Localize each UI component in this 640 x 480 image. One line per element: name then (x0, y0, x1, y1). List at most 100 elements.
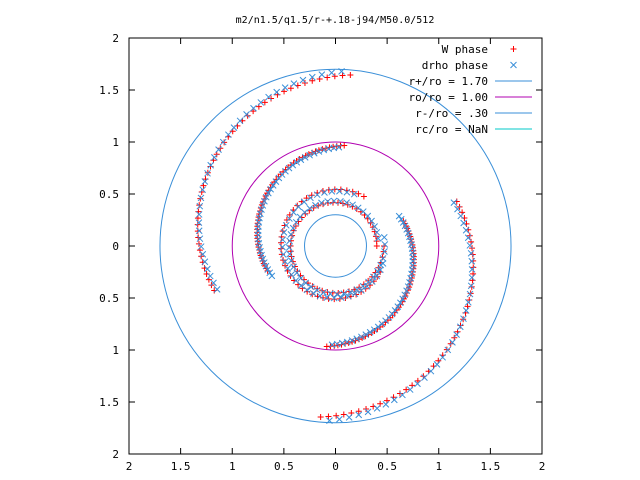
series-1-point (264, 189, 272, 197)
series-1-point (328, 188, 336, 195)
series-0-point (317, 413, 324, 420)
series-1-point (326, 417, 333, 424)
series-1-point (439, 353, 446, 361)
series-1-point (370, 326, 378, 334)
series-1-point (250, 104, 257, 112)
series-1-point (236, 117, 244, 125)
series-1-point (399, 219, 407, 226)
series-0-point (347, 72, 354, 79)
series-0-point (355, 408, 362, 415)
series-1-point (243, 110, 250, 118)
series-0-point (331, 186, 338, 193)
series-1-point (381, 241, 389, 248)
series-1-point (261, 197, 268, 205)
series-1-point (290, 263, 297, 271)
series-1-point (464, 298, 472, 306)
circle-0 (159, 68, 512, 424)
y-tick-label: 1 (112, 136, 119, 149)
series-1-point (454, 205, 461, 213)
series-1-point (460, 315, 467, 323)
series-1-point (195, 227, 203, 235)
series-1-point (408, 241, 415, 249)
series-1-point (338, 68, 345, 75)
series-1-point (204, 265, 211, 273)
series-1-point (468, 266, 476, 273)
series-0-point (310, 204, 317, 211)
y-tick-label: 0.5 (99, 188, 119, 201)
series-0-point (264, 190, 271, 197)
series-1-point (453, 331, 460, 338)
series-1-point (466, 242, 474, 249)
series-1-point (324, 198, 332, 205)
series-1-point (290, 80, 298, 87)
series-1-point (460, 219, 467, 227)
series-1-point (399, 295, 407, 303)
series-1-point (207, 161, 215, 169)
series-1-point (286, 237, 293, 245)
series-1-point (406, 386, 414, 393)
series-1-point (307, 283, 315, 291)
x-tick-label: 1 (435, 460, 442, 473)
series-1-point (272, 178, 280, 185)
series-1-point (318, 71, 326, 78)
series-0-point (349, 188, 356, 195)
y-tick-label: 1.5 (99, 396, 119, 409)
y-tick-label: 1.5 (99, 84, 119, 97)
y-tick-label: 0.5 (99, 292, 119, 305)
series-1-point (407, 237, 414, 245)
legend-swatch (510, 61, 517, 69)
series-0-point (342, 294, 349, 301)
series-1-point (282, 221, 290, 229)
series-1-point (281, 258, 289, 265)
series-1-point (427, 367, 435, 375)
series-0-point (339, 72, 346, 79)
series-1-point (302, 279, 310, 287)
series-1-point (468, 274, 476, 281)
y-tick-label: 1 (112, 344, 119, 357)
series-1-point (257, 247, 264, 255)
legend-label: rc/ro = NaN (415, 123, 488, 136)
series-1-point (340, 290, 348, 297)
series-1-point (414, 380, 421, 388)
series-1-point (325, 145, 333, 153)
series-1-point (256, 243, 263, 251)
series-0-point (396, 390, 403, 397)
series-1-point (364, 408, 372, 416)
series-1-point (337, 294, 345, 301)
series-1-point (265, 93, 272, 101)
series-1-point (354, 204, 362, 212)
series-1-point (307, 194, 314, 202)
series-1-point (230, 124, 238, 131)
series-1-point (467, 282, 475, 290)
series-1-point (199, 186, 207, 194)
series-1-point (309, 290, 317, 297)
series-1-point (343, 188, 351, 196)
series-1-point (300, 198, 308, 206)
x-tick-label: 0 (332, 460, 339, 473)
series-1-point (381, 248, 388, 255)
legend-label: r+/ro = 1.70 (409, 75, 488, 88)
series-0-point (367, 219, 374, 226)
series-1-point (403, 226, 411, 233)
series-1-point (197, 194, 205, 202)
series-0-point (319, 294, 326, 301)
series-1-point (333, 290, 341, 298)
series-1-point (406, 233, 413, 241)
series-1-point (330, 197, 338, 205)
series-1-point (401, 291, 409, 299)
series-1-point (258, 251, 265, 259)
series-1-point (196, 202, 204, 210)
series-1-point (362, 331, 370, 339)
series-1-point (350, 190, 358, 198)
series-0-point (331, 73, 338, 80)
series-1-point (349, 201, 356, 209)
y-tick-label: 0 (112, 240, 119, 253)
x-tick-label: 1.5 (480, 460, 500, 473)
series-1-point (318, 199, 325, 207)
series-1-point (357, 287, 365, 294)
series-1-point (433, 361, 441, 368)
series-0-point (200, 182, 207, 189)
series-0-point (363, 406, 370, 413)
series-1-point (353, 335, 361, 343)
series-0-point (355, 190, 362, 197)
